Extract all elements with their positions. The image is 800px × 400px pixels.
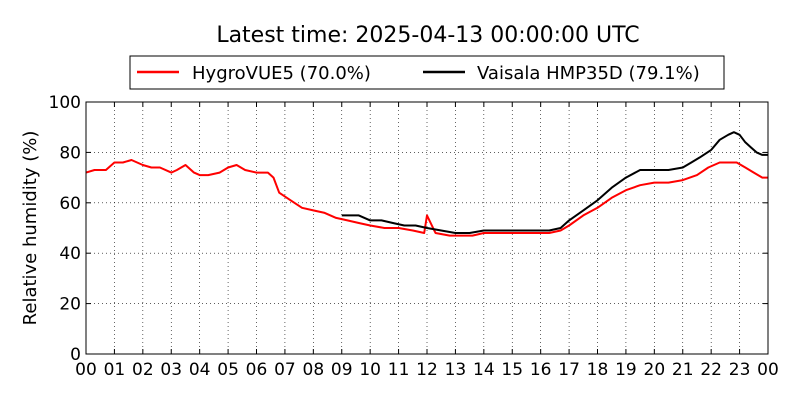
x-tick-label: 07 [274, 360, 296, 380]
x-tick-label: 00 [757, 360, 779, 380]
x-tick-label: 22 [700, 360, 722, 380]
series-line-0 [85, 159, 768, 237]
x-tick-label: 12 [416, 360, 438, 380]
series-layer [85, 131, 768, 237]
x-tick-label: 21 [672, 360, 694, 380]
x-tick-label: 18 [587, 360, 609, 380]
legend: HygroVUE5 (70.0%) Vaisala HMP35D (79.1%) [129, 55, 725, 90]
x-tick-label: 10 [359, 360, 381, 380]
x-tick-label: 06 [246, 360, 268, 380]
x-tick-label: 13 [445, 360, 467, 380]
axis-ticks [85, 101, 769, 355]
x-tick-label: 17 [558, 360, 580, 380]
y-tick-label: 20 [59, 295, 81, 315]
y-axis-tick-labels: 0 20 40 60 80 100 [49, 93, 81, 365]
x-tick-label: 03 [160, 360, 182, 380]
x-tick-label: 11 [388, 360, 410, 380]
y-tick-label: 60 [59, 194, 81, 214]
x-tick-label: 01 [104, 360, 126, 380]
series-line-1 [341, 131, 768, 234]
y-tick-label: 0 [70, 345, 81, 365]
chart-title: Latest time: 2025-04-13 00:00:00 UTC [216, 23, 639, 48]
x-tick-label: 15 [501, 360, 523, 380]
x-tick-label: 09 [331, 360, 353, 380]
y-axis-label: Relative humidity (%) [20, 131, 41, 326]
y-tick-label: 100 [49, 93, 81, 113]
x-tick-label: 08 [303, 360, 325, 380]
x-tick-label: 23 [729, 360, 751, 380]
y-tick-label: 40 [59, 244, 81, 264]
grid [86, 102, 768, 354]
x-tick-label: 19 [615, 360, 637, 380]
legend-label-vaisala: Vaisala HMP35D (79.1%) [477, 63, 700, 84]
x-tick-label: 00 [75, 360, 97, 380]
x-tick-label: 16 [530, 360, 552, 380]
x-tick-label: 04 [189, 360, 211, 380]
x-axis-tick-labels: 00 01 02 03 04 05 06 07 08 09 10 11 12 13 14 15 16 17 18 19… [75, 360, 779, 380]
x-tick-label: 14 [473, 360, 495, 380]
x-tick-label: 05 [217, 360, 239, 380]
y-tick-label: 80 [59, 143, 81, 163]
legend-label-hygrovue5: HygroVUE5 (70.0%) [192, 63, 371, 84]
x-tick-label: 20 [644, 360, 666, 380]
x-tick-label: 02 [132, 360, 154, 380]
